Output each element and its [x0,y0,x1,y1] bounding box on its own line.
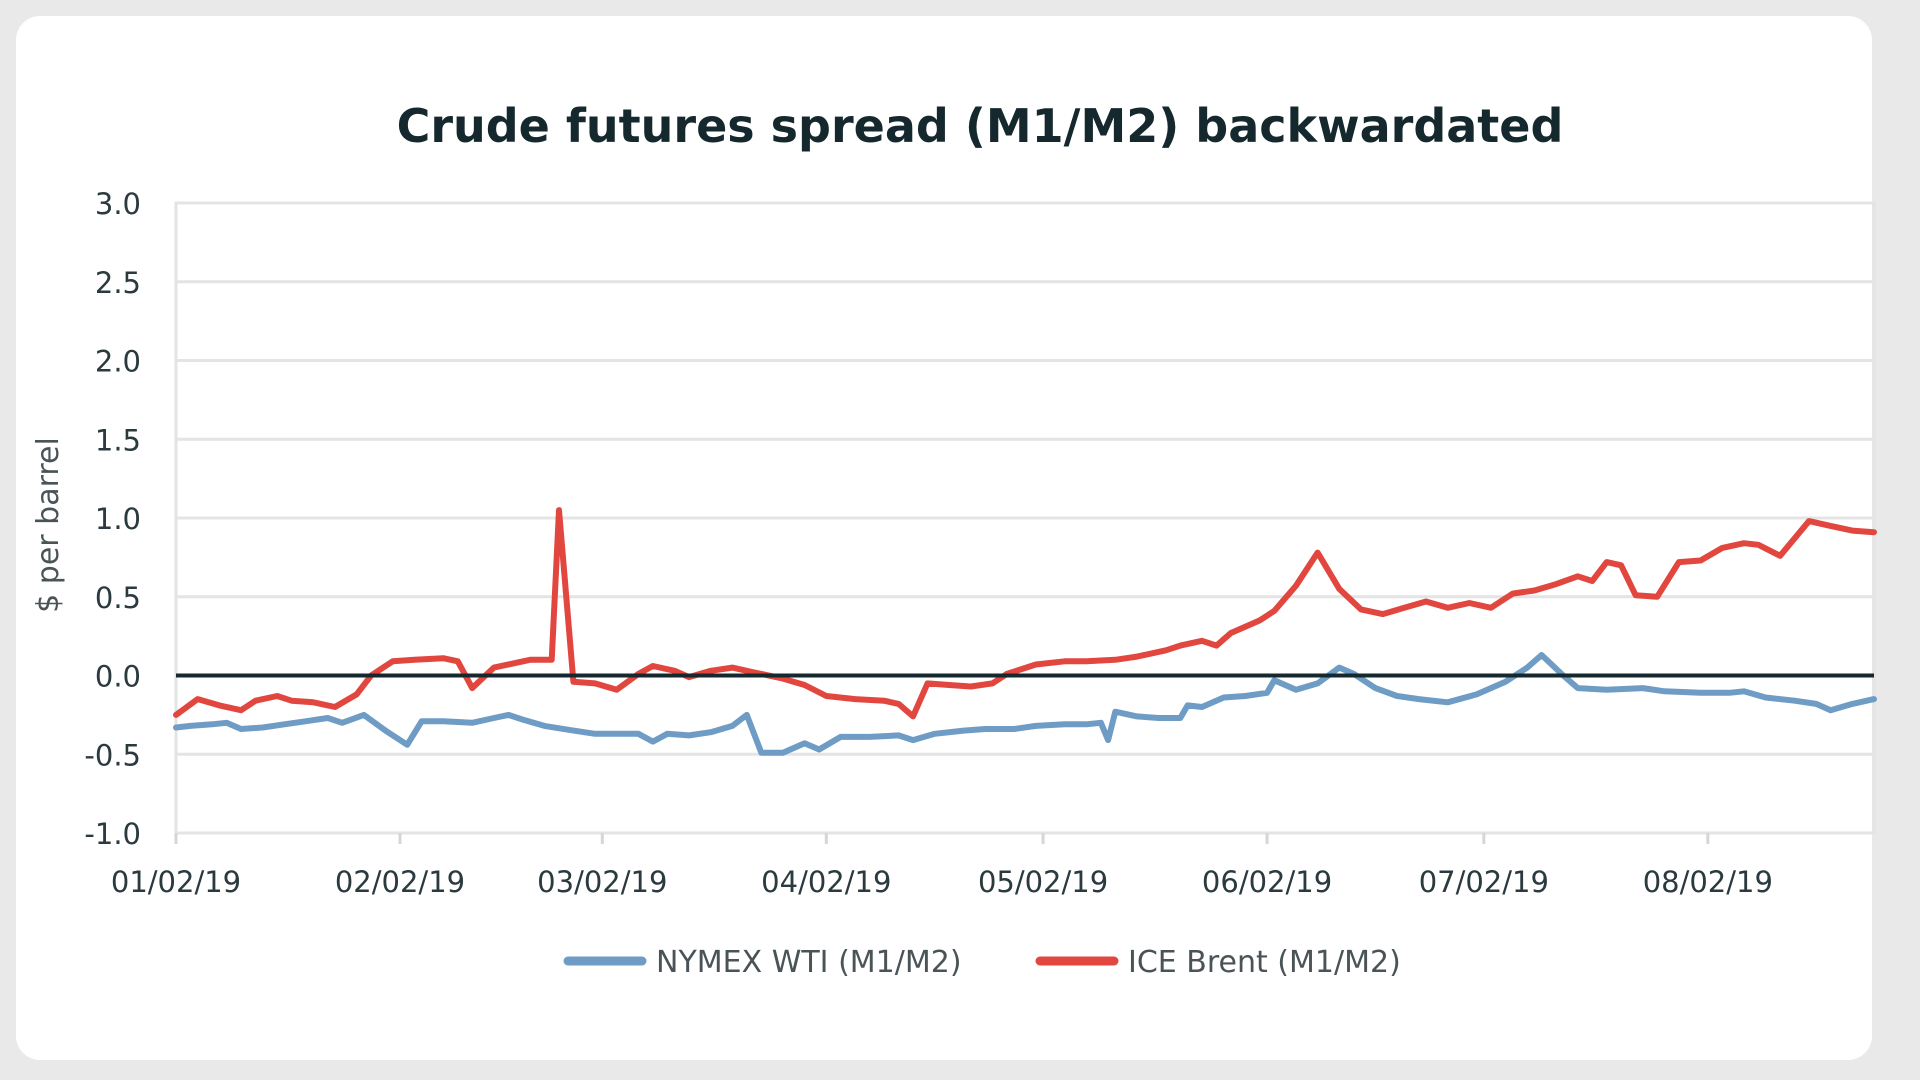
x-tick-label: 08/02/19 [1643,865,1773,899]
gridlines [176,201,1874,835]
y-tick-label: 1.5 [95,423,141,457]
legend-label-brent: ICE Brent (M1/M2) [1128,945,1401,980]
y-tick-label: -0.5 [84,738,141,772]
x-tick-label: 01/02/19 [111,865,241,899]
y-tick-label: 0.5 [95,581,141,615]
y-tick-labels: 3.0 2.5 2.0 1.5 1.0 0.5 0.0 -0.5 -1.0 [84,187,141,851]
y-axis-label: $ per barrel [31,437,66,613]
legend: NYMEX WTI (M1/M2) ICE Brent (M1/M2) [563,945,1401,980]
legend-label-wti: NYMEX WTI (M1/M2) [656,945,962,980]
series-line-wti [173,652,1877,756]
y-tick-label: 2.0 [95,345,141,379]
y-tick-label: -1.0 [84,817,141,851]
x-tick-label: 07/02/19 [1419,865,1549,899]
y-tick-label: 0.0 [95,660,141,694]
x-tick-label: 06/02/19 [1202,865,1332,899]
x-tick-labels: 01/02/19 02/02/19 03/02/19 04/02/19 05/02/19… [111,833,1773,899]
series-line-brent [173,507,1877,720]
chart-card [16,16,1872,1060]
x-tick-label: 03/02/19 [537,865,667,899]
y-tick-label: 2.5 [95,266,141,300]
y-tick-label: 1.0 [95,502,141,536]
x-tick-label: 04/02/19 [761,865,891,899]
y-tick-label: 3.0 [95,187,141,221]
series-lines [173,507,1877,756]
chart-title: Crude futures spread (M1/M2) backwardate… [397,99,1564,153]
x-tick-label: 02/02/19 [335,865,465,899]
x-tick-label: 05/02/19 [978,865,1108,899]
